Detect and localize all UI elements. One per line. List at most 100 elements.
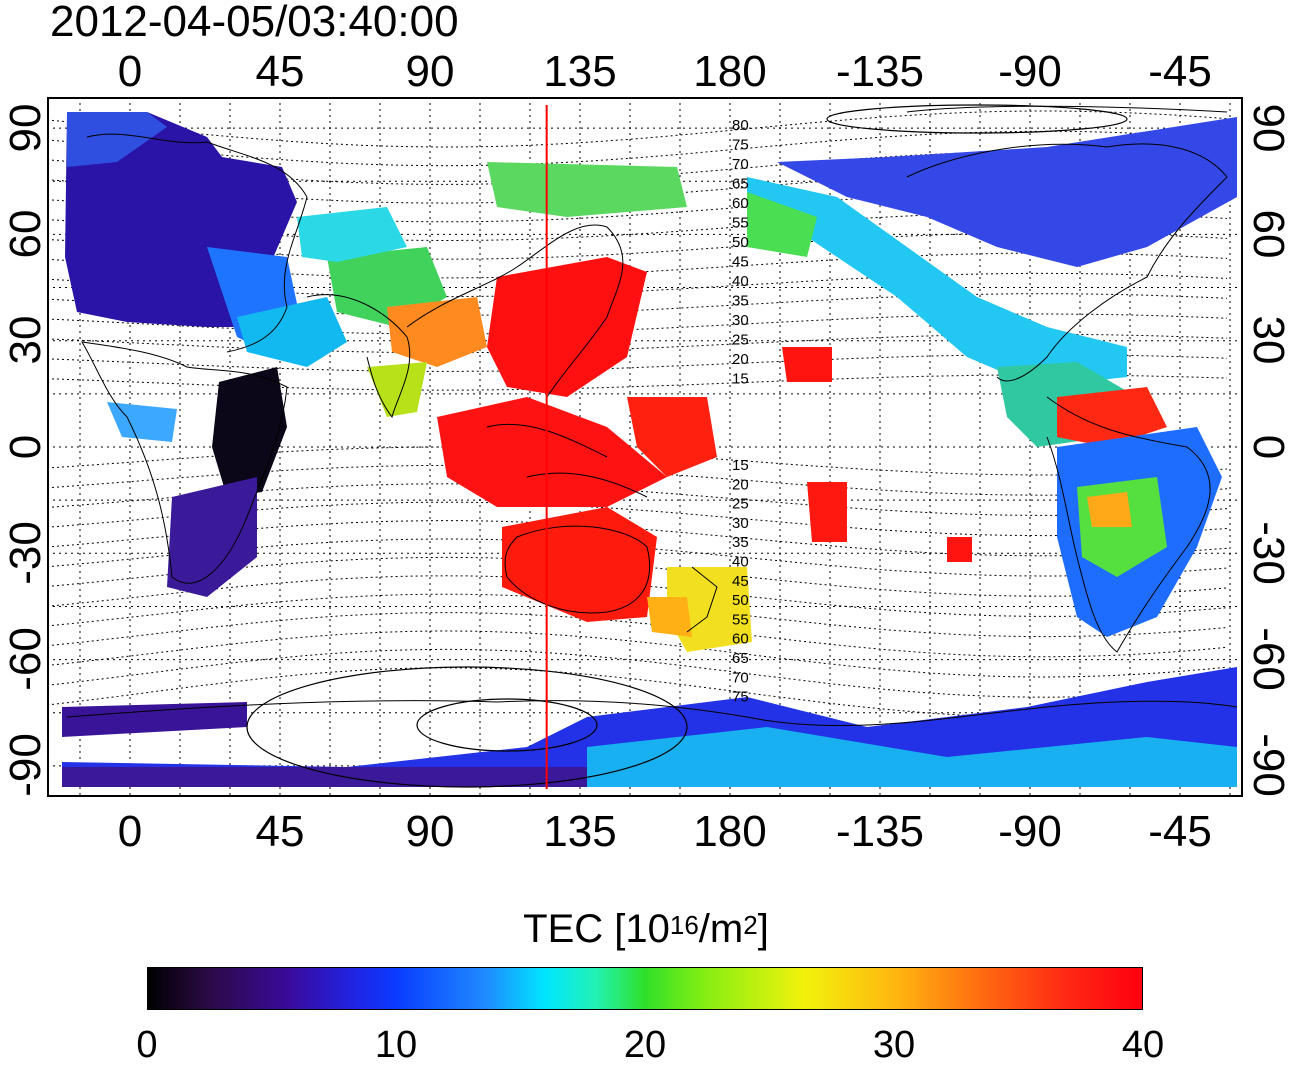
contour-label-north: 70 — [732, 156, 749, 173]
contour-label-south: 75 — [732, 689, 749, 706]
contour-label-south: 20 — [732, 476, 749, 493]
contour-line — [47, 211, 1228, 242]
contour-label-south: 70 — [732, 669, 749, 686]
colorbar-title-unit: /m — [698, 907, 744, 951]
tec-patch-africa-south — [167, 477, 257, 597]
lat-tick-left-90: 90 — [1, 103, 50, 153]
lat-tick-right-m90: -90 — [1244, 733, 1292, 797]
contour-line — [47, 501, 1228, 537]
colorbar — [147, 967, 1143, 1010]
coastlines — [66, 105, 1238, 727]
contour-label-south: 60 — [732, 631, 749, 648]
lat-tick-left-m30: -30 — [1, 521, 50, 585]
colorbar-tick-20: 20 — [623, 1024, 667, 1066]
contour-line — [47, 354, 1228, 372]
tec-patch-na-green — [747, 192, 817, 257]
tec-patch-antarctica-west — [62, 702, 247, 737]
colorbar-title: TEC [1016/m2] — [0, 905, 1292, 953]
tec-patch-caribbean-red — [1057, 387, 1167, 447]
contour-label-north: 65 — [732, 176, 749, 193]
tec-patch-southeast-asia — [437, 397, 667, 507]
lon-tick-top-0: 0 — [117, 47, 143, 96]
lon-tick-top-45: 45 — [255, 47, 305, 96]
tec-map-plot: 80 75 70 65 60 55 50 45 40 35 30 25 20 15 15 20 25 30 35 4… — [47, 97, 1243, 797]
contour-label-south: 15 — [732, 457, 749, 474]
contour-label-north: 45 — [732, 254, 749, 271]
tec-patch-antarctica-cyan — [587, 727, 1237, 787]
colorbar-tick-40: 40 — [1121, 1024, 1165, 1066]
lat-tick-right-60: 60 — [1244, 209, 1292, 259]
contour-label-north: 50 — [732, 234, 749, 251]
contour-label-south: 45 — [732, 573, 749, 590]
lon-tick-bottom-180: 180 — [693, 807, 767, 856]
lon-tick-bottom-135: 135 — [543, 807, 617, 856]
contour-label-north: 35 — [732, 293, 749, 310]
contour-line — [47, 110, 1228, 148]
colorbar-title-exponent: 16 — [669, 910, 699, 940]
lat-tick-left-m90: -90 — [1, 733, 50, 797]
lat-tick-right-90: 90 — [1244, 103, 1292, 153]
tec-patch-europe-north — [67, 112, 167, 167]
lon-tick-bottom-90: 90 — [405, 807, 455, 856]
contour-label-north: 30 — [732, 312, 749, 329]
contour-label-south: 55 — [732, 611, 749, 628]
colorbar-title-unit-exponent: 2 — [743, 910, 758, 940]
contour-label-north: 20 — [732, 351, 749, 368]
contour-line — [47, 232, 1228, 260]
lon-tick-top-m135: -135 — [835, 47, 925, 96]
lat-tick-left-0: 0 — [1, 434, 50, 460]
lat-tick-right-m30: -30 — [1244, 521, 1292, 585]
tec-patch-sa-orange — [1087, 492, 1132, 527]
tec-patch-pacific-west — [627, 397, 717, 477]
tec-patch-na-cyan-band — [747, 177, 1127, 387]
contour-label-north: 25 — [732, 332, 749, 349]
lon-tick-top-180: 180 — [693, 47, 767, 96]
contour-label-south: 35 — [732, 534, 749, 551]
lat-tick-right-0: 0 — [1244, 434, 1292, 460]
tec-data-patches — [62, 112, 1237, 787]
colorbar-tick-0: 0 — [136, 1024, 158, 1066]
tec-patch-africa-west — [107, 402, 177, 442]
contour-labels-south: 15 20 25 30 35 40 45 50 55 60 65 70 75 — [732, 457, 749, 706]
lon-tick-bottom-45: 45 — [255, 807, 305, 856]
contour-label-south: 25 — [732, 496, 749, 513]
lat-tick-right-30: 30 — [1244, 315, 1292, 365]
contour-label-south: 65 — [732, 650, 749, 667]
contour-label-south: 40 — [732, 554, 749, 571]
lon-tick-bottom-m90: -90 — [998, 807, 1062, 856]
magnetic-equator-rings — [246, 104, 1128, 788]
contour-label-north: 15 — [732, 371, 749, 388]
lon-tick-top-m90: -90 — [998, 47, 1062, 96]
contour-line — [47, 612, 1228, 658]
colorbar-title-suffix: ] — [757, 907, 769, 951]
lon-tick-top-90: 90 — [405, 47, 455, 96]
lat-tick-left-60: 60 — [1, 209, 50, 259]
contour-label-south: 30 — [732, 515, 749, 532]
tec-patch-india — [367, 362, 427, 417]
colorbar-tick-10: 10 — [374, 1024, 418, 1066]
colorbar-tick-30: 30 — [872, 1024, 916, 1066]
tec-patch-china — [387, 297, 487, 367]
contour-label-north: 80 — [732, 117, 749, 134]
tec-patch-australia — [502, 507, 657, 622]
contour-label-north: 55 — [732, 215, 749, 232]
tec-patch-africa-east — [212, 367, 287, 497]
lon-tick-bottom-0: 0 — [117, 807, 143, 856]
contour-label-north: 60 — [732, 195, 749, 212]
lat-tick-left-m60: -60 — [1, 627, 50, 691]
contour-label-north: 40 — [732, 273, 749, 290]
lon-tick-top-135: 135 — [543, 47, 617, 96]
tec-patch-siberia — [487, 162, 687, 217]
tec-patch-asia-north — [297, 207, 407, 262]
tec-patch-east-asia — [487, 257, 647, 397]
contour-line — [47, 191, 1228, 223]
lat-tick-left-30: 30 — [1, 315, 50, 365]
lat-tick-right-m60: -60 — [1244, 627, 1292, 691]
map-frame — [47, 97, 1243, 797]
contour-label-north: 75 — [732, 137, 749, 154]
lon-tick-bottom-m45: -45 — [1148, 807, 1212, 856]
contour-labels-north: 80 75 70 65 60 55 50 45 40 35 30 25 20 15 — [732, 117, 749, 388]
colorbar-title-prefix: TEC [10 — [523, 907, 670, 951]
lon-tick-bottom-m135: -135 — [835, 807, 925, 856]
map-timestamp: 2012-04-05/03:40:00 — [50, 0, 459, 46]
